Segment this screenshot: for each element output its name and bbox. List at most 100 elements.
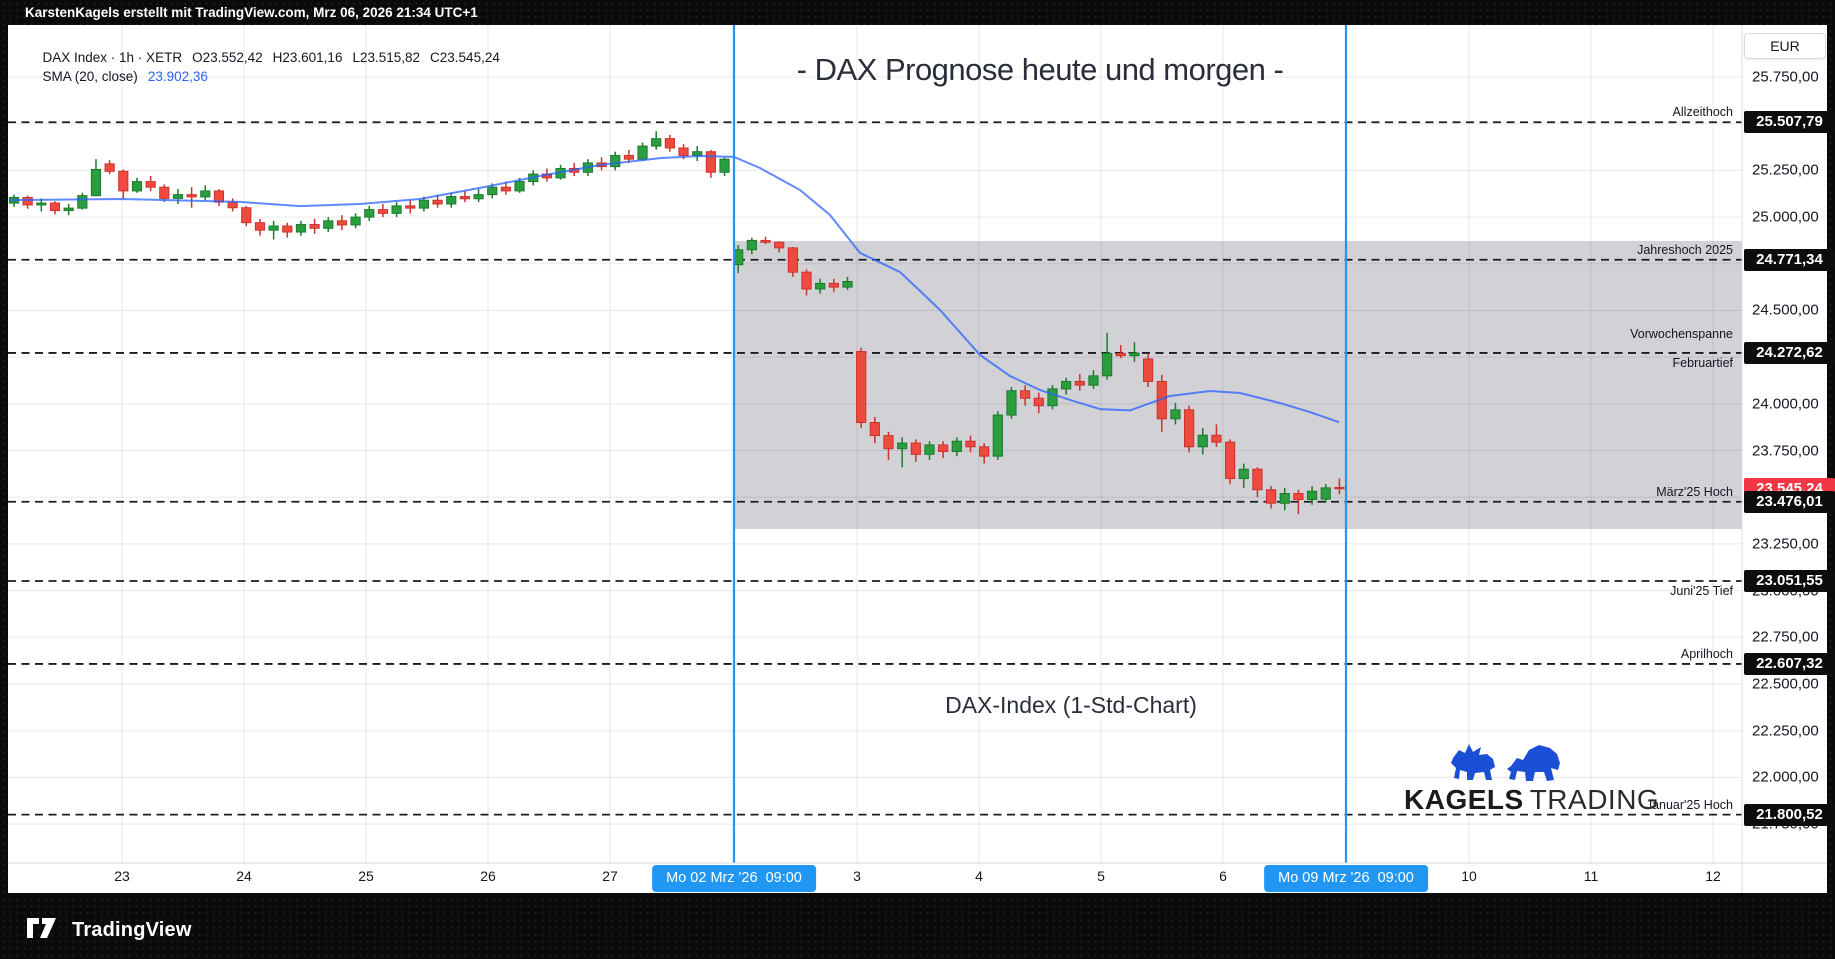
currency-button[interactable]: EUR [1744,33,1826,59]
high-value: H23.601,16 [272,50,343,65]
sma-indicator-label[interactable]: SMA (20, close) [42,69,138,84]
candle-body [473,194,484,200]
y-tick-label: 22.250,00 [1752,722,1819,740]
level-name-label: Allzeithoch [1672,105,1733,120]
candle-body [1197,434,1208,448]
y-tick-label: 25.250,00 [1752,161,1819,179]
candle-body [172,194,184,199]
x-tick-label: 26 [480,868,496,884]
low-value: L23.515,82 [352,50,421,65]
candle-body [1006,390,1017,416]
price-badge: 23.476,01 [1744,490,1835,513]
candle-body [200,190,211,198]
candle-body [487,186,498,196]
candle-body [104,163,115,172]
candle-body [268,225,279,231]
candle-body [186,194,197,198]
candle-body [254,222,266,231]
candle-body [815,282,826,290]
tradingview-wordmark: TradingView [72,918,192,941]
candle-body [664,138,675,149]
candle-body [1293,492,1304,500]
candle-body [336,220,348,226]
candle-body [1115,352,1126,357]
candle-body [678,147,689,156]
price-badge: 21.800,52 [1744,803,1835,826]
candle-body [1238,468,1249,480]
candle-body [774,241,785,249]
chart-canvas[interactable] [8,25,1827,893]
candle-body [692,151,703,156]
vorwochenspanne-band [734,240,1742,529]
candle-body [49,202,61,212]
candle-body [282,225,293,233]
candle-body [405,205,416,209]
candle-body [801,271,812,290]
candle-body [787,247,798,273]
sma-line[interactable] [9,155,1340,424]
candle-body [869,422,880,437]
chart-subtitle-note: DAX-Index (1-Std-Chart) [945,692,1197,718]
y-tick-label: 23.250,00 [1752,535,1819,553]
candle-body [350,216,361,226]
x-tick-label: 27 [602,868,618,884]
level-name-label: Jahreshoch 2025 [1637,242,1733,257]
x-tick-label: 23 [114,868,130,884]
y-tick-label: 25.750,00 [1752,68,1819,86]
y-tick-label: 22.500,00 [1752,675,1819,693]
candle-body [1334,486,1345,490]
tradingview-footer-logo[interactable]: TradingView [26,915,192,945]
attribution-bar: KarstenKagels erstellt mit TradingView.c… [0,0,1835,25]
candle-body [90,168,102,197]
price-badge: 25.507,79 [1744,111,1835,134]
symbol-title[interactable]: DAX Index · 1h · XETR [42,50,183,65]
candle-body [459,196,471,200]
chart-title: - DAX Prognose heute und morgen - [796,52,1284,87]
candle-body [1143,358,1154,382]
candle-body [610,154,621,168]
kagels-wordmark: KAGELS [1404,784,1524,815]
close-value: C23.545,24 [430,50,500,65]
candle-body [897,442,908,450]
candle-body [418,199,430,209]
bull-bear-icon [1451,742,1571,787]
candle-body [1224,441,1236,480]
y-tick-label: 22.750,00 [1752,628,1819,646]
price-badge: 22.607,32 [1744,652,1835,675]
candle-body [924,444,935,455]
candle-body [1061,380,1072,390]
y-tick-label: 22.000,00 [1752,768,1819,786]
candle-body [828,282,839,288]
candle-body [1306,490,1318,500]
candle-body [63,207,74,212]
x-tick-label: 3 [853,868,861,884]
candle-body [241,207,252,224]
x-tick-label: 24 [236,868,252,884]
tradingview-icon [26,916,64,945]
x-tick-label: 6 [1219,868,1227,884]
candle-body [1211,434,1222,443]
x-tick-label: 25 [358,868,374,884]
candle-body [500,186,512,192]
candle-body [1265,489,1277,504]
y-tick-label: 24.000,00 [1752,395,1819,413]
candle-body [295,224,307,233]
candle-body [1088,375,1099,386]
level-name-label: Januar'25 Hoch [1645,797,1733,812]
candle-body [145,181,156,188]
candle-body [36,202,47,206]
price-badge: 24.771,34 [1744,248,1835,271]
candle-body [965,440,976,448]
level-name-label: Februartief [1672,355,1733,370]
candle-body [883,435,894,450]
x-tick-label: 4 [975,868,983,884]
x-tick-label: 12 [1705,868,1721,884]
candle-body [746,239,757,251]
y-tick-label: 25.000,00 [1752,208,1819,226]
candle-body [309,224,320,229]
candle-body [951,440,962,452]
level-name-label: März'25 Hoch [1656,484,1733,499]
candle-body [719,158,730,173]
candle-body [979,446,990,457]
